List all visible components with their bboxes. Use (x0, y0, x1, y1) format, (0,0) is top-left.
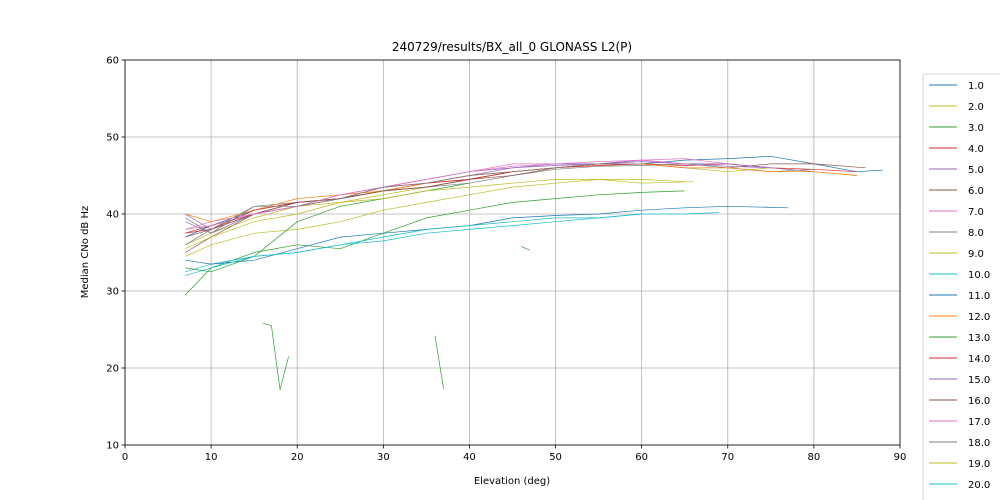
series-line-19.0 (185, 179, 694, 250)
series-fragment (520, 245, 530, 251)
y-tick-label: 50 (106, 133, 119, 144)
series-line-10.0 (185, 212, 720, 273)
legend-label: 6.0 (968, 186, 984, 197)
series-line-3.0 (185, 190, 685, 296)
series-fragment (262, 322, 289, 390)
x-tick-label: 70 (721, 452, 734, 463)
legend-label: 7.0 (968, 207, 984, 218)
series-line-18.0 (185, 163, 642, 234)
series-line-11.0 (185, 205, 789, 265)
series-line-12.0 (185, 163, 857, 223)
x-tick-label: 20 (291, 452, 304, 463)
legend-label: 13.0 (968, 333, 990, 344)
series-layer (185, 155, 883, 390)
x-tick-label: 50 (549, 452, 562, 463)
x-tick-label: 10 (205, 452, 218, 463)
x-tick-label: 60 (635, 452, 648, 463)
legend-label: 18.0 (968, 438, 990, 449)
legend-label: 17.0 (968, 417, 990, 428)
y-tick-label: 60 (106, 56, 119, 67)
legend-label: 10.0 (968, 270, 990, 281)
x-tick-label: 90 (894, 452, 907, 463)
legend-label: 14.0 (968, 354, 990, 365)
y-tick-label: 30 (106, 287, 119, 298)
y-axis-label: Median CNo dB Hz (80, 206, 91, 298)
series-line-17.0 (185, 159, 685, 230)
x-tick-label: 30 (377, 452, 390, 463)
y-tick-label: 40 (106, 210, 119, 221)
x-axis-label: Elevation (deg) (474, 476, 550, 487)
y-tick-label: 20 (106, 364, 119, 375)
series-line-9.0 (185, 179, 685, 257)
x-tick-label: 40 (463, 452, 476, 463)
grid (124, 59, 901, 446)
legend-label: 19.0 (968, 459, 990, 470)
legend-label: 3.0 (968, 123, 984, 134)
legend-label: 11.0 (968, 291, 990, 302)
legend-box (922, 73, 1000, 500)
legend: 1.0 2.0 3.0 4.0 5.0 6.0 7.0 8.0 9.0 10.0 11.0 12.0 1… (922, 73, 1000, 500)
legend-label: 4.0 (968, 144, 984, 155)
legend-label: 5.0 (968, 165, 984, 176)
legend-label: 15.0 (968, 375, 990, 386)
series-line-16.0 (185, 163, 599, 238)
legend-label: 12.0 (968, 312, 990, 323)
chart-title: 240729/results/BX_all_0 GLONASS L2(P) (392, 40, 632, 54)
legend-label: 8.0 (968, 228, 984, 239)
legend-label: 1.0 (968, 81, 984, 92)
legend-label: 16.0 (968, 396, 990, 407)
series-fragment (434, 335, 444, 389)
series-line-8.0 (185, 163, 814, 246)
legend-label: 2.0 (968, 102, 984, 113)
plot-frame (124, 59, 901, 446)
series-line-7.0 (185, 158, 771, 230)
x-tick-label: 0 (122, 452, 128, 463)
series-line-20.0 (185, 213, 642, 276)
y-tick-label: 10 (106, 441, 119, 452)
legend-label: 20.0 (968, 480, 990, 491)
x-tick-label: 80 (808, 452, 821, 463)
legend-label: 9.0 (968, 249, 984, 260)
series-line-5.0 (185, 161, 814, 234)
